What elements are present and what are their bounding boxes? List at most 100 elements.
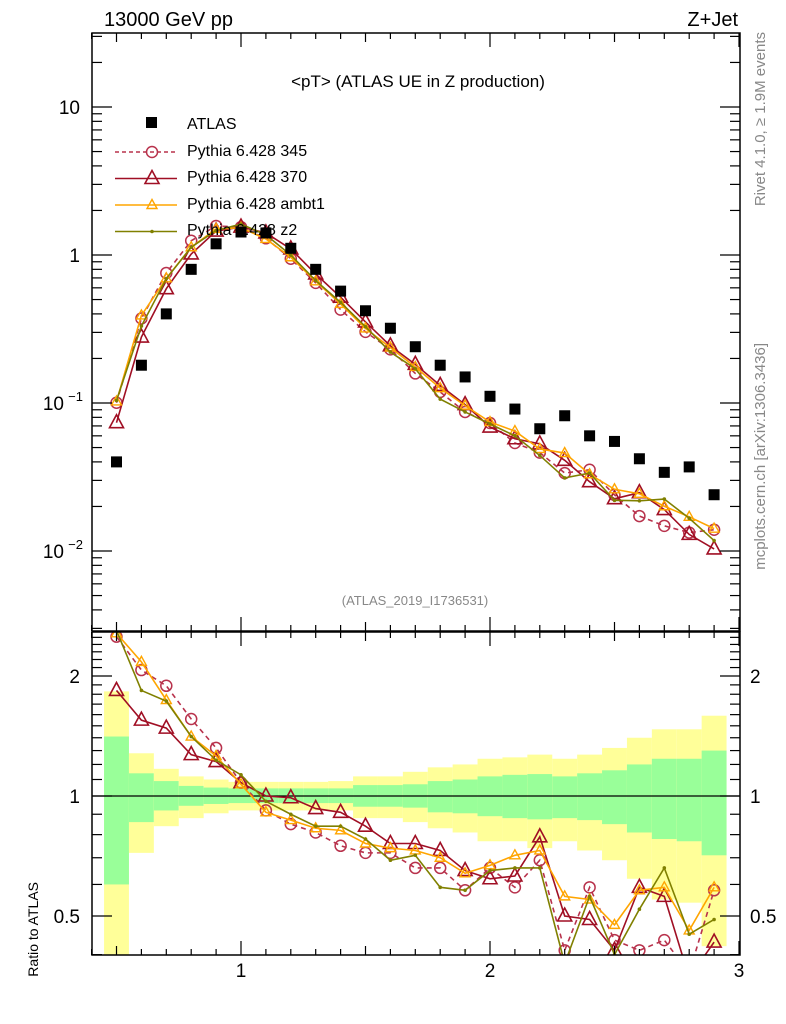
point-atlas [559, 410, 571, 422]
ratio-point-ambt1 [160, 693, 173, 705]
band-inner [701, 750, 727, 856]
band-inner [527, 774, 553, 820]
ratio-point-ambt1 [284, 813, 297, 825]
point-atlas [509, 403, 521, 415]
legend-label-ambt1: Pythia 6.428 ambt1 [187, 196, 325, 213]
point-atlas [185, 263, 197, 275]
series-line-ambt1 [115, 226, 715, 530]
ratio-point-370 [406, 833, 424, 850]
ratio-point-345 [658, 933, 671, 947]
ratio-point-ambt1 [608, 917, 621, 930]
point-atlas [459, 371, 471, 383]
ratio-point-z2 [239, 773, 243, 777]
point-z2 [637, 498, 642, 503]
ratio-ylabel: Ratio to ATLAS [25, 882, 41, 977]
point-z2 [538, 453, 542, 458]
ratio-point-z2 [637, 907, 642, 912]
point-z2 [662, 497, 667, 501]
point-atlas [260, 227, 272, 239]
ratio-point-ambt1 [185, 729, 198, 741]
y-tick-label: 1 [69, 246, 80, 267]
point-atlas [111, 456, 122, 468]
point-370 [556, 450, 574, 467]
point-z2 [363, 324, 368, 329]
point-z2 [388, 350, 393, 354]
ratio-y-tick-label: 1 [69, 787, 80, 808]
point-atlas [384, 322, 396, 334]
ratio-point-ambt1 [434, 850, 447, 862]
point-atlas [210, 238, 222, 250]
point-atlas [584, 430, 596, 442]
ratio-point-370 [357, 816, 374, 832]
point-ambt1 [458, 398, 472, 410]
point-z2 [189, 245, 193, 250]
ratio-point-ambt1 [558, 889, 571, 901]
ratio-point-z2 [538, 866, 542, 870]
point-ambt1 [533, 442, 546, 454]
point-z2 [114, 398, 119, 403]
legend-marker-z2 [150, 229, 154, 234]
y-tick-label-exponent: −2 [68, 537, 83, 552]
mcplots-label: mcplots.cern.ch [arXiv:1306.3436] [752, 343, 769, 570]
point-z2 [587, 471, 592, 475]
point-z2 [338, 300, 343, 305]
point-370 [506, 429, 524, 445]
ratio-point-370 [556, 906, 574, 922]
point-z2 [687, 516, 691, 521]
point-ambt1 [209, 222, 223, 234]
y-tick-label: 10 [43, 394, 64, 415]
band-inner [577, 773, 603, 821]
series-layer [108, 217, 723, 978]
point-atlas [360, 305, 371, 317]
ratio-point-345 [433, 861, 447, 875]
point-z2 [139, 324, 144, 328]
band-inner [128, 773, 154, 823]
ratio-point-370 [157, 718, 175, 734]
ratio-point-ambt1 [707, 880, 721, 892]
ratio-point-z2 [413, 853, 418, 858]
point-atlas [310, 263, 322, 275]
band-inner [626, 764, 652, 833]
ratio-point-370 [631, 877, 648, 894]
ratio-point-ambt1 [508, 848, 522, 860]
ratio-panel-frame [91, 631, 741, 956]
ratio-point-z2 [662, 866, 667, 870]
ratio-point-345 [334, 839, 347, 853]
ratio-y-tick-label: 0.5 [54, 907, 80, 928]
point-atlas [484, 390, 496, 402]
legend: ATLAS Pythia 6.428 345 Pythia 6.428 370 … [115, 116, 325, 239]
band-inner [104, 736, 129, 885]
x-tick-label: 3 [734, 961, 745, 982]
legend-label-atlas: ATLAS [187, 116, 237, 133]
ratio-panel-series [108, 632, 723, 978]
legend-marker-345 [145, 145, 159, 159]
point-345 [633, 509, 646, 523]
ratio-point-ambt1 [135, 654, 148, 667]
band-inner [651, 758, 677, 840]
point-atlas [160, 308, 172, 320]
point-370 [157, 279, 175, 295]
ratio-point-ambt1 [533, 843, 546, 855]
point-370 [581, 471, 598, 488]
point-atlas [658, 466, 670, 478]
point-ambt1 [284, 250, 297, 262]
point-z2 [239, 222, 243, 226]
ratio-point-345 [684, 967, 695, 978]
ratio-point-ambt1 [334, 823, 347, 835]
ratio-point-370 [431, 840, 449, 857]
ratio-point-370 [282, 788, 300, 804]
ratio-point-z2 [214, 758, 218, 762]
point-atlas [235, 226, 247, 238]
ratio-point-370 [332, 802, 349, 819]
axis-ticks: 1 2 3 10 1 10 −1 10 −2 2 2 1 1 0.5 0.5 [43, 33, 776, 982]
ratio-point-345 [160, 679, 173, 693]
ratio-point-ambt1 [583, 892, 596, 904]
point-ambt1 [434, 381, 447, 393]
point-atlas [633, 453, 645, 465]
x-tick-label: 1 [236, 961, 247, 982]
point-z2 [438, 397, 443, 401]
ratio-point-z2 [289, 812, 293, 817]
point-z2 [513, 433, 517, 438]
ratio-point-ambt1 [658, 880, 671, 892]
